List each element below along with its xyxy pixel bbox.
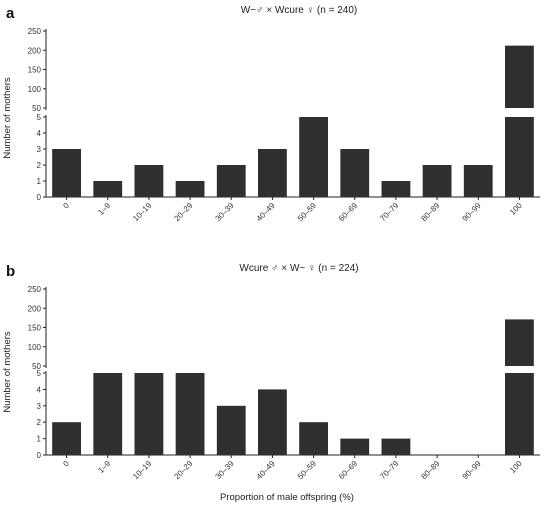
panel-a-x-tick-label: 40–49 xyxy=(255,201,277,223)
panel-a-y-tick-label: 1 xyxy=(37,177,42,186)
panel-a-y-tick-label: 150 xyxy=(28,66,42,75)
panel-a-x-tick-label: 0 xyxy=(61,201,71,211)
panel-b-y-tick-label: 0 xyxy=(37,451,42,460)
panel-a-x-tick-label: 50–59 xyxy=(296,201,318,223)
panel-a-x-tick-label: 100 xyxy=(508,201,524,217)
panel-b-y-axis-title: Number of mothers xyxy=(2,331,13,413)
panel-b-x-tick-label: 40–49 xyxy=(255,459,277,481)
panel-b-bar xyxy=(340,438,370,455)
panel-b-y-tick-label: 2 xyxy=(37,418,42,427)
panel-a-y-tick-label: 0 xyxy=(37,193,42,202)
panel-b-x-tick-label: 30–39 xyxy=(214,459,236,481)
panel-a-x-tick-label: 10–19 xyxy=(131,201,153,223)
panel-a-bar xyxy=(381,181,411,197)
panel-a-title: W−♂ × Wcure ♀ (n = 240) xyxy=(241,5,357,16)
panel-a-bar xyxy=(216,165,246,197)
panel-a-bar xyxy=(299,117,328,197)
panel-b-bar xyxy=(93,373,123,455)
panel-a-y-tick-label: 2 xyxy=(37,161,42,170)
panel-a-x-tick-label: 70–79 xyxy=(378,201,400,223)
x-axis-title: Proportion of male offspring (%) xyxy=(220,492,354,503)
panel-b-x-tick-label: 10–19 xyxy=(131,459,153,481)
panel-a-y-tick-label: 3 xyxy=(37,145,42,154)
panel-b-y-tick-label: 50 xyxy=(32,362,41,371)
panel-b-bar xyxy=(216,405,246,455)
panel-b-y-tick-label: 250 xyxy=(28,285,42,294)
panel-a-bar xyxy=(340,149,370,197)
panel-b-bar xyxy=(175,373,205,455)
panel-b-y-tick-label: 3 xyxy=(37,402,42,411)
panel-b: b Wcure ♂ × W− ♀ (n = 224) Number of mot… xyxy=(2,263,540,503)
panel-a-bar xyxy=(175,181,205,197)
panel-b-x-tick-label: 1–9 xyxy=(96,459,112,475)
panel-a-bar xyxy=(93,181,123,197)
panel-b-x-tick-label: 20–29 xyxy=(172,459,194,481)
panel-b-bar xyxy=(52,422,81,455)
panel-b-x-tick-label: 0 xyxy=(61,459,71,469)
panel-b-bar-upper-segment xyxy=(505,319,534,366)
panel-b-x-tick-label: 100 xyxy=(508,459,524,475)
panel-b-bar xyxy=(299,422,328,455)
panel-b-bar xyxy=(134,373,164,455)
panel-a-x-tick-label: 20–29 xyxy=(172,201,194,223)
panel-a-bar xyxy=(463,165,493,197)
panel-a-bar xyxy=(134,165,164,197)
panel-a-y-tick-label: 4 xyxy=(37,129,42,138)
panel-a-bar xyxy=(52,149,81,197)
panel-a-y-tick-label: 100 xyxy=(28,85,42,94)
panel-a-x-tick-label: 80–89 xyxy=(419,201,441,223)
panel-b-bar xyxy=(381,438,411,455)
panel-a-y-tick-label: 250 xyxy=(28,27,42,36)
panel-a-x-tick-label: 90–99 xyxy=(461,201,483,223)
panel-a-x-tick-label: 1–9 xyxy=(96,201,112,217)
panel-b-x-tick-label: 50–59 xyxy=(296,459,318,481)
panel-b-y-tick-label: 150 xyxy=(28,324,42,333)
panel-b-y-tick-label: 200 xyxy=(28,304,42,313)
panel-a-bar xyxy=(422,165,452,197)
panel-a-bar xyxy=(258,149,287,197)
panel-a-letter: a xyxy=(6,5,15,22)
panel-a-y-tick-label: 5 xyxy=(37,113,42,122)
panel-a-x-tick-label: 30–39 xyxy=(214,201,236,223)
panel-a-y-tick-label: 50 xyxy=(32,104,41,113)
panel-b-x-tick-label: 70–79 xyxy=(378,459,400,481)
panel-b-x-tick-label: 80–89 xyxy=(419,459,441,481)
panel-b-x-tick-label: 90–99 xyxy=(461,459,483,481)
panel-b-bar xyxy=(258,389,287,455)
panel-a-bar-lower-segment xyxy=(505,117,534,197)
panel-a-y-axis-title: Number of mothers xyxy=(2,77,13,159)
panel-b-y-tick-label: 5 xyxy=(37,369,42,378)
panel-b-y-tick-label: 1 xyxy=(37,435,42,444)
panel-a-bar-upper-segment xyxy=(505,45,534,108)
panel-a: a W−♂ × Wcure ♀ (n = 240) Number of moth… xyxy=(2,5,540,223)
panel-b-y-tick-label: 100 xyxy=(28,343,42,352)
panel-b-bar-lower-segment xyxy=(505,373,534,455)
panel-a-x-tick-label: 60–69 xyxy=(337,201,359,223)
panel-b-letter: b xyxy=(6,263,15,280)
panel-b-y-tick-label: 4 xyxy=(37,385,42,394)
panel-a-y-tick-label: 200 xyxy=(28,46,42,55)
panel-b-x-tick-label: 60–69 xyxy=(337,459,359,481)
panel-b-title: Wcure ♂ × W− ♀ (n = 224) xyxy=(239,263,358,274)
